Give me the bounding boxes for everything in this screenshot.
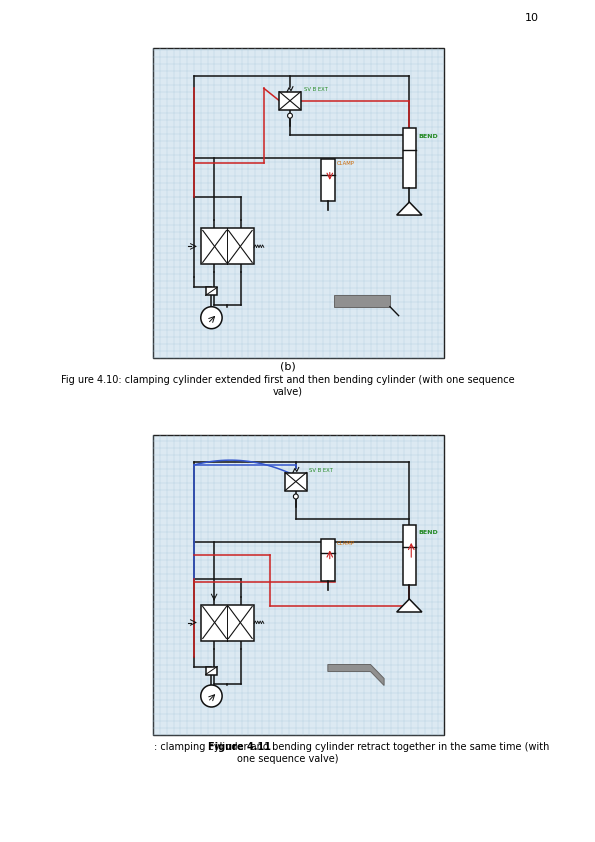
Text: BEND: BEND: [418, 530, 439, 536]
Bar: [403, 525, 416, 585]
Bar: [206, 287, 217, 296]
Text: CLAMP: CLAMP: [337, 162, 355, 166]
Text: : clamping cylinder and bending cylinder retract together in the same time (with: : clamping cylinder and bending cylinder…: [154, 742, 550, 752]
Circle shape: [293, 494, 298, 499]
Bar: [334, 295, 390, 306]
Bar: [154, 435, 444, 735]
Bar: [206, 667, 217, 674]
Bar: [321, 539, 334, 580]
Text: (b): (b): [280, 361, 296, 371]
Bar: [403, 128, 416, 188]
Bar: [201, 228, 254, 264]
Circle shape: [201, 685, 222, 707]
Text: one sequence valve): one sequence valve): [237, 754, 339, 764]
Bar: [279, 92, 300, 109]
Text: SV B EXT: SV B EXT: [303, 88, 327, 93]
Text: valve): valve): [273, 386, 303, 396]
Bar: [321, 159, 334, 200]
Circle shape: [287, 113, 292, 118]
Text: BEND: BEND: [418, 134, 439, 139]
Text: CLAMP: CLAMP: [337, 541, 355, 546]
Text: 10: 10: [525, 13, 538, 23]
Polygon shape: [397, 202, 422, 215]
Bar: [154, 48, 444, 358]
Bar: [285, 472, 306, 491]
Text: Figure 4.11: Figure 4.11: [208, 742, 271, 752]
Text: Fig ure 4.10: clamping cylinder extended first and then bending cylinder (with o: Fig ure 4.10: clamping cylinder extended…: [61, 375, 515, 385]
Polygon shape: [328, 664, 384, 685]
Circle shape: [201, 306, 222, 328]
Polygon shape: [397, 599, 422, 612]
Text: SV B EXT: SV B EXT: [309, 468, 333, 473]
Bar: [201, 605, 254, 641]
